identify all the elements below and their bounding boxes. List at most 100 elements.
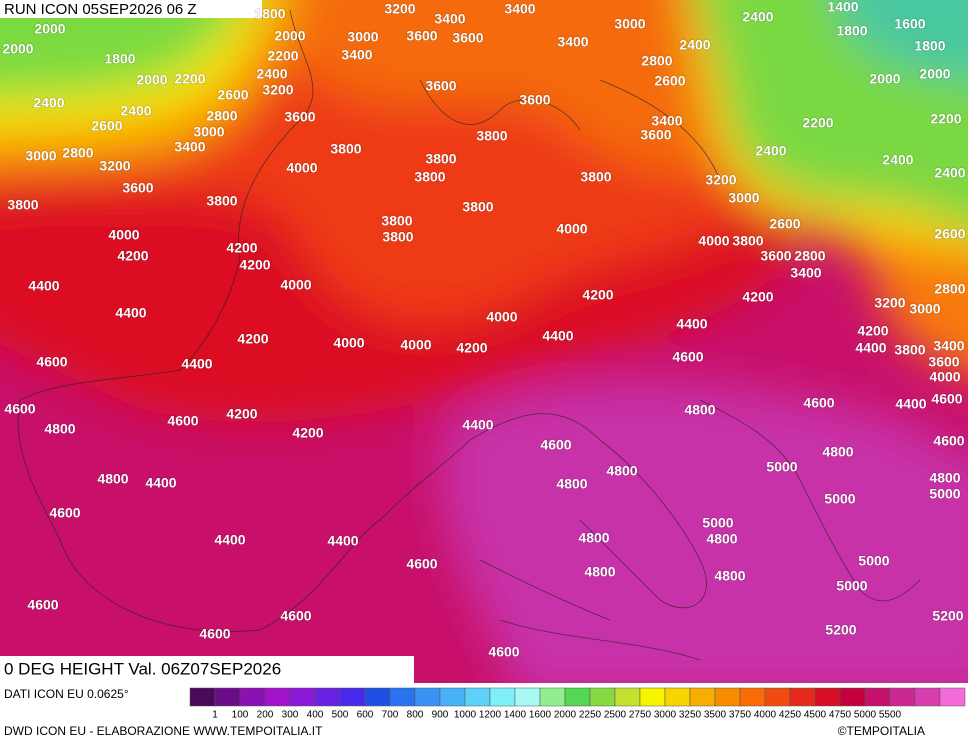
run-title: RUN ICON 05SEP2026 06 Z [4, 1, 197, 18]
contour-label: 4600 [49, 505, 80, 521]
contour-label: 3800 [462, 199, 493, 215]
colorbar-swatch [614, 687, 641, 707]
contour-label: 3800 [732, 233, 763, 249]
contour-label: 4000 [108, 227, 139, 243]
colorbar-swatch [939, 687, 966, 707]
colorbar-label: 300 [282, 710, 299, 721]
colorbar-label: 4250 [779, 710, 802, 721]
contour-label: 3000 [193, 124, 224, 140]
colorbar-label: 1200 [479, 710, 502, 721]
colorbar-swatch [864, 687, 891, 707]
contour-label: 4800 [578, 530, 609, 546]
contour-label: 4800 [606, 463, 637, 479]
colorbar-swatch [739, 687, 766, 707]
contour-label: 3400 [790, 265, 821, 281]
contour-label: 4800 [929, 470, 960, 486]
contour-label: 4600 [672, 349, 703, 365]
colorbar-label: 2500 [604, 710, 627, 721]
colorbar-swatch [314, 687, 341, 707]
contour-label: 2000 [136, 72, 167, 88]
contour-label: 3800 [580, 169, 611, 185]
contour-label: 2800 [206, 108, 237, 124]
colorbar-swatch [814, 687, 841, 707]
contour-label: 3600 [122, 180, 153, 196]
contour-label: 4600 [199, 626, 230, 642]
contour-label: 2000 [919, 66, 950, 82]
colorbar-label: 1000 [454, 710, 477, 721]
contour-label: 1800 [104, 51, 135, 67]
contour-label: 2400 [33, 95, 64, 111]
contour-label: 3200 [262, 82, 293, 98]
contour-label: 2800 [794, 248, 825, 264]
contour-label: 2400 [934, 165, 965, 181]
colorbar-label: 1400 [504, 710, 527, 721]
contour-label: 2000 [2, 41, 33, 57]
field-title: 0 DEG HEIGHT Val. 06Z07SEP2026 [4, 659, 281, 678]
colorbar-label: 3750 [729, 710, 752, 721]
contour-label: 3600 [425, 78, 456, 94]
contour-label: 4000 [400, 337, 431, 353]
colorbar-label: 2000 [554, 710, 577, 721]
contour-label: 5000 [836, 578, 867, 594]
contour-label: 3200 [99, 158, 130, 174]
contour-label: 3200 [705, 172, 736, 188]
contour-label: 4800 [44, 421, 75, 437]
contour-label: 4600 [406, 556, 437, 572]
colorbar-label: 100 [232, 710, 249, 721]
contour-label: 4600 [933, 433, 964, 449]
contour-label: 4600 [803, 395, 834, 411]
colorbar-label: 4500 [804, 710, 827, 721]
contour-label: 3800 [7, 197, 38, 213]
contour-label: 4200 [239, 257, 270, 273]
contour-label: 3800 [476, 128, 507, 144]
colorbar-swatch [714, 687, 741, 707]
colorbar-label: 4000 [754, 710, 777, 721]
colorbar-swatch [514, 687, 541, 707]
contour-label: 2600 [934, 226, 965, 242]
colorbar-label: 3500 [704, 710, 727, 721]
contour-label: 3800 [206, 193, 237, 209]
colorbar-swatch [589, 687, 616, 707]
contour-label: 3600 [760, 248, 791, 264]
copyright-note: ©TEMPOITALIA [838, 724, 925, 738]
colorbar-label: 5500 [879, 710, 902, 721]
contour-label: 4200 [117, 248, 148, 264]
colorbar-label: 600 [357, 710, 374, 721]
contour-label: 5200 [825, 622, 856, 638]
contour-label: 3600 [452, 30, 483, 46]
contour-label: 4800 [706, 531, 737, 547]
contour-label: 2800 [934, 281, 965, 297]
colorbar-swatch [289, 687, 316, 707]
colorbar-label: 1600 [529, 710, 552, 721]
contour-label: 4000 [280, 277, 311, 293]
contour-label: 3800 [382, 229, 413, 245]
contour-label: 4600 [27, 597, 58, 613]
coastlines [17, 9, 921, 661]
contour-label: 3400 [651, 113, 682, 129]
colorbar-label: 5000 [854, 710, 877, 721]
colorbar-swatch [639, 687, 666, 707]
contour-label: 2600 [91, 118, 122, 134]
colorbar-swatch [239, 687, 266, 707]
contour-label: 4800 [584, 564, 615, 580]
colorbar-swatch [414, 687, 441, 707]
contour-label: 4200 [742, 289, 773, 305]
colorbar-swatch [764, 687, 791, 707]
contour-label: 4600 [4, 401, 35, 417]
colorbar-swatch [889, 687, 916, 707]
colorbar-swatch [339, 687, 366, 707]
contour-label: 2000 [274, 28, 305, 44]
colorbar-swatch [464, 687, 491, 707]
contour-label: 1800 [836, 23, 867, 39]
contour-label: 3000 [25, 148, 56, 164]
contour-label: 3000 [347, 29, 378, 45]
colorbar-label: 400 [307, 710, 324, 721]
contour-label: 4000 [698, 233, 729, 249]
contour-label: 3000 [909, 301, 940, 317]
contour-label: 4000 [286, 160, 317, 176]
colorbar-label: 2750 [629, 710, 652, 721]
contour-label: 4400 [676, 316, 707, 332]
contour-label: 3200 [874, 295, 905, 311]
colorbar-label: 2250 [579, 710, 602, 721]
contour-label: 4800 [714, 568, 745, 584]
